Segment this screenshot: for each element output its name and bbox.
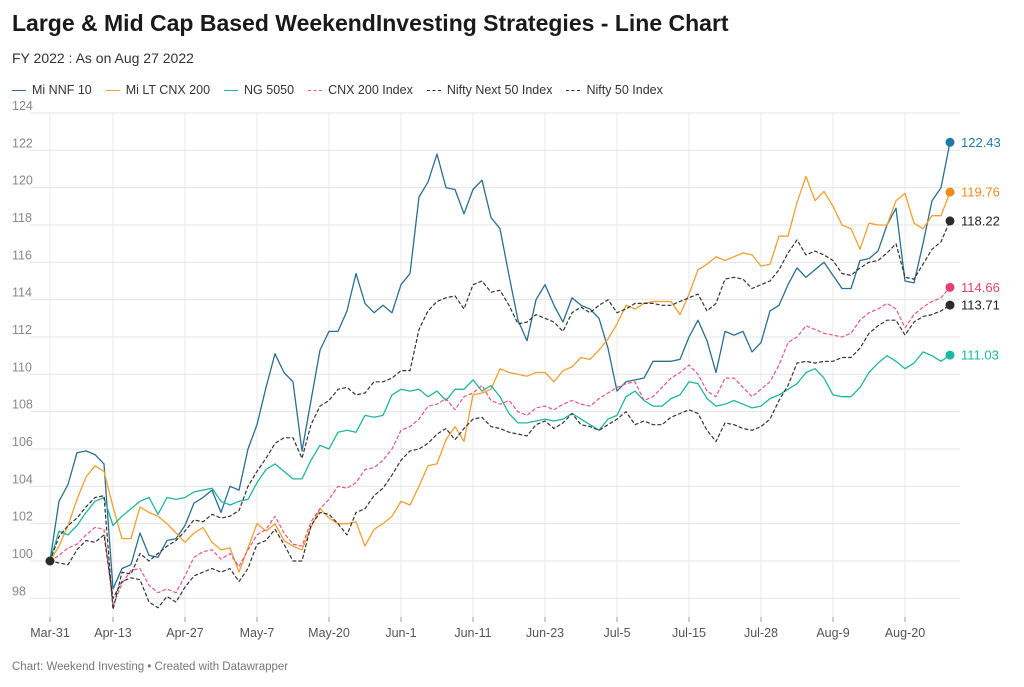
y-tick-label: 122 [12, 136, 33, 150]
y-tick-label: 104 [12, 472, 33, 486]
legend-item-cnx-200-index: CNX 200 Index [308, 83, 413, 97]
legend: Mi NNF 10 Mi LT CNX 200 NG 5050 CNX 200 … [12, 83, 663, 97]
start-point [45, 556, 55, 566]
legend-swatch-line-icon [105, 89, 120, 91]
x-tick-label: Jun-1 [385, 626, 416, 640]
y-tick-label: 108 [12, 398, 33, 412]
y-tick-label: 114 [12, 286, 32, 300]
x-tick-label: Jul-28 [744, 626, 778, 640]
x-tick-label: Mar-31 [30, 626, 70, 640]
y-tick-label: 120 [12, 174, 33, 188]
x-tick-label: Aug-9 [816, 626, 849, 640]
series-line-mi-lt-cnx-200 [49, 175, 951, 573]
y-tick-label: 116 [12, 248, 32, 262]
legend-swatch-line-icon [12, 89, 26, 91]
legend-swatch-dashed-line-icon [426, 89, 441, 91]
end-point [945, 282, 955, 292]
legend-item-mi-lt-cnx-200: Mi LT CNX 200 [105, 83, 211, 97]
end-point [945, 216, 955, 226]
x-tick-label: Apr-13 [94, 626, 132, 640]
legend-label: Nifty 50 Index [586, 83, 663, 97]
series-line-cnx-200-index [49, 286, 951, 607]
x-tick-label: Apr-27 [166, 626, 204, 640]
end-point [945, 137, 955, 147]
end-point [945, 187, 955, 197]
legend-label: Mi LT CNX 200 [125, 83, 211, 97]
end-value-label: 118.22 [961, 213, 1000, 228]
legend-label: NG 5050 [244, 83, 295, 97]
series-line-ng-5050 [49, 351, 951, 562]
legend-item-ng-5050: NG 5050 [224, 83, 294, 97]
legend-label: CNX 200 Index [328, 83, 413, 97]
legend-item-nifty-50-index: Nifty 50 Index [566, 83, 663, 97]
x-tick-label: Jul-5 [603, 626, 630, 640]
legend-label: Mi NNF 10 [32, 83, 92, 97]
series-line-nifty-next-50-index [49, 220, 951, 611]
legend-swatch-dashed-line-icon [308, 89, 323, 91]
x-tick-label: Jun-23 [526, 626, 564, 640]
legend-item-mi-nnf-10: Mi NNF 10 [12, 83, 92, 97]
end-value-label: 122.43 [961, 135, 1001, 150]
grid [30, 112, 960, 617]
legend-swatch-dashed-line-icon [566, 89, 581, 91]
y-tick-label: 102 [12, 510, 33, 524]
y-tick-label: 124 [12, 99, 33, 113]
end-value-label: 111.03 [961, 348, 999, 363]
y-tick-label: 106 [12, 435, 33, 449]
series-lines [49, 141, 951, 611]
series-line-mi-nnf-10 [49, 141, 951, 590]
end-point [945, 350, 955, 360]
chart-subtitle: FY 2022 : As on Aug 27 2022 [12, 50, 194, 66]
y-tick-label: 112 [12, 323, 32, 337]
end-value-label: 119.76 [961, 185, 1000, 200]
legend-swatch-line-icon [224, 89, 239, 91]
legend-item-nifty-next-50-index: Nifty Next 50 Index [426, 83, 553, 97]
legend-label: Nifty Next 50 Index [446, 83, 553, 97]
x-tick-label: May-7 [240, 626, 275, 640]
chart-footer: Chart: Weekend Investing • Created with … [12, 661, 289, 673]
end-markers: 122.43 119.76 111.03 114.66 118.22 113.71 [45, 135, 1001, 566]
y-tick-label: 118 [12, 211, 32, 225]
y-tick-label: 100 [12, 547, 33, 561]
series-line-nifty-50-index [49, 304, 951, 609]
x-tick-label: May-20 [308, 626, 350, 640]
x-tick-label: Jul-15 [672, 626, 706, 640]
end-point [945, 300, 955, 310]
x-tick-label: Jun-11 [454, 626, 491, 640]
chart-title: Large & Mid Cap Based WeekendInvesting S… [12, 10, 729, 36]
y-tick-label: 98 [12, 584, 26, 598]
end-value-label: 114.66 [961, 280, 1000, 295]
axes: 98 100 102 104 106 108 110 112 114 116 118 120 122 12… [12, 99, 925, 640]
x-tick-label: Aug-20 [885, 626, 925, 640]
end-value-label: 113.71 [961, 298, 1000, 313]
y-tick-label: 110 [12, 360, 32, 374]
